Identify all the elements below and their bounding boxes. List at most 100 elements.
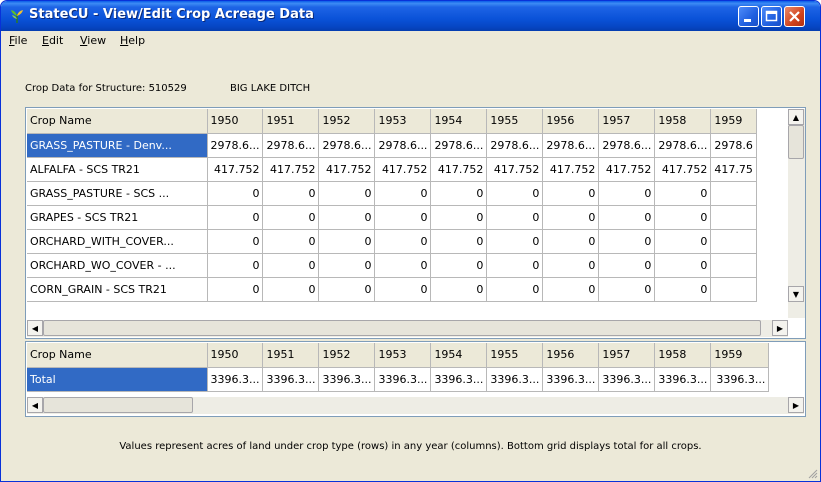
scroll-thumb[interactable] <box>43 397 193 413</box>
scroll-thumb[interactable] <box>43 320 761 336</box>
acreage-cell[interactable]: 0 <box>486 229 544 254</box>
total-horizontal-scrollbar[interactable]: ◀ ▶ <box>27 397 804 414</box>
table-row[interactable]: ALFALFA - SCS TR21 417.752 417.752 417.752 4… <box>27 157 757 182</box>
acreage-cell[interactable]: 0 <box>374 205 432 230</box>
acreage-cell[interactable]: 2978.6... <box>430 133 488 158</box>
title-bar[interactable]: StateCU - View/Edit Crop Acreage Data <box>1 1 820 31</box>
acreage-cell[interactable] <box>710 253 757 278</box>
acreage-cell[interactable] <box>710 229 757 254</box>
total-grid-header-year[interactable]: 1954 <box>430 343 488 368</box>
table-row[interactable]: GRASS_PASTURE - Denv... 2978.6... 2978.6..… <box>27 133 757 158</box>
crop-name-cell[interactable]: ORCHARD_WITH_COVER... <box>27 229 208 254</box>
acreage-cell[interactable]: 2978.6... <box>262 133 320 158</box>
acreage-cell[interactable]: 0 <box>598 181 656 206</box>
table-row[interactable]: CORN_GRAIN - SCS TR21 0 0 0 0 0 0 0 0 0 <box>27 277 757 302</box>
acreage-cell[interactable]: 3396.3... <box>430 367 488 392</box>
acreage-cell[interactable]: 0 <box>654 181 712 206</box>
menu-file[interactable]: File <box>9 34 27 47</box>
acreage-cell[interactable] <box>710 205 757 230</box>
acreage-cell[interactable]: 0 <box>207 229 264 254</box>
acreage-cell[interactable]: 3396.3... <box>654 367 712 392</box>
crop-grid-header-year[interactable]: 1951 <box>262 109 320 134</box>
acreage-cell[interactable]: 0 <box>374 181 432 206</box>
acreage-cell[interactable]: 0 <box>318 229 376 254</box>
resize-grip-icon[interactable] <box>806 467 818 479</box>
acreage-cell[interactable]: 0 <box>654 229 712 254</box>
close-button[interactable] <box>784 6 805 27</box>
crop-name-cell[interactable]: GRASS_PASTURE - SCS ... <box>27 181 208 206</box>
acreage-cell[interactable]: 3396.3... <box>710 367 770 392</box>
acreage-cell[interactable]: 0 <box>207 205 264 230</box>
acreage-cell[interactable]: 2978.6 <box>710 133 757 158</box>
acreage-cell[interactable]: 3396.3... <box>486 367 544 392</box>
acreage-cell[interactable]: 417.752 <box>318 157 376 182</box>
scroll-left-arrow-icon[interactable]: ◀ <box>27 320 43 336</box>
acreage-cell[interactable]: 0 <box>430 229 488 254</box>
crop-name-cell[interactable]: GRASS_PASTURE - Denv... <box>27 133 208 158</box>
crop-grid-header-year[interactable]: 1954 <box>430 109 488 134</box>
acreage-cell[interactable]: 2978.6... <box>486 133 544 158</box>
acreage-cell[interactable]: 417.752 <box>654 157 712 182</box>
acreage-cell[interactable]: 0 <box>486 277 544 302</box>
acreage-cell[interactable]: 417.752 <box>374 157 432 182</box>
acreage-cell[interactable]: 0 <box>207 253 264 278</box>
acreage-cell[interactable]: 3396.3... <box>598 367 656 392</box>
acreage-cell[interactable]: 0 <box>486 181 544 206</box>
total-grid-header-year[interactable]: 1955 <box>486 343 544 368</box>
crop-grid-header-year[interactable]: 1950 <box>207 109 264 134</box>
crop-name-cell[interactable]: ALFALFA - SCS TR21 <box>27 157 208 182</box>
table-row[interactable]: ORCHARD_WO_COVER - ... 0 0 0 0 0 0 0 0 0 <box>27 253 757 278</box>
acreage-cell[interactable]: 417.752 <box>598 157 656 182</box>
crop-grid-header-year[interactable]: 1955 <box>486 109 544 134</box>
acreage-cell[interactable]: 2978.6... <box>374 133 432 158</box>
acreage-cell[interactable]: 3396.3... <box>374 367 432 392</box>
acreage-cell[interactable]: 0 <box>654 253 712 278</box>
acreage-cell[interactable]: 0 <box>318 277 376 302</box>
total-grid-header-year[interactable]: 1959 <box>710 343 770 368</box>
scroll-down-arrow-icon[interactable]: ▼ <box>788 286 804 302</box>
crop-name-cell[interactable]: CORN_GRAIN - SCS TR21 <box>27 277 208 302</box>
acreage-cell[interactable]: 0 <box>318 181 376 206</box>
acreage-cell[interactable] <box>710 277 757 302</box>
total-grid-header-year[interactable]: 1950 <box>207 343 264 368</box>
acreage-cell[interactable]: 0 <box>318 205 376 230</box>
acreage-cell[interactable]: 0 <box>262 181 320 206</box>
acreage-cell[interactable]: 0 <box>262 205 320 230</box>
acreage-cell[interactable]: 0 <box>542 181 600 206</box>
crop-grid-header-year[interactable]: 1957 <box>598 109 656 134</box>
acreage-cell[interactable] <box>710 181 757 206</box>
acreage-cell[interactable]: 0 <box>430 253 488 278</box>
total-grid-header-year[interactable]: 1951 <box>262 343 320 368</box>
total-grid-header-year[interactable]: 1952 <box>318 343 376 368</box>
acreage-cell[interactable]: 0 <box>654 277 712 302</box>
acreage-cell[interactable]: 2978.6... <box>598 133 656 158</box>
acreage-cell[interactable]: 0 <box>262 229 320 254</box>
menu-view[interactable]: View <box>80 34 106 47</box>
acreage-cell[interactable]: 0 <box>542 277 600 302</box>
scroll-thumb[interactable] <box>788 125 804 159</box>
acreage-cell[interactable]: 417.752 <box>486 157 544 182</box>
acreage-cell[interactable]: 2978.6... <box>542 133 600 158</box>
acreage-cell[interactable]: 0 <box>374 253 432 278</box>
acreage-cell[interactable]: 0 <box>374 277 432 302</box>
acreage-cell[interactable]: 0 <box>598 277 656 302</box>
acreage-cell[interactable]: 417.752 <box>207 157 264 182</box>
acreage-cell[interactable]: 2978.6... <box>654 133 712 158</box>
acreage-cell[interactable]: 2978.6... <box>207 133 264 158</box>
acreage-cell[interactable]: 0 <box>542 205 600 230</box>
acreage-cell[interactable]: 3396.3... <box>542 367 600 392</box>
acreage-cell[interactable]: 417.75 <box>710 157 757 182</box>
total-grid-header-year[interactable]: 1956 <box>542 343 600 368</box>
table-row[interactable]: GRASS_PASTURE - SCS ... 0 0 0 0 0 0 0 0 0 <box>27 181 757 206</box>
acreage-cell[interactable]: 3396.3... <box>262 367 320 392</box>
total-grid-header-year[interactable]: 1953 <box>374 343 432 368</box>
acreage-cell[interactable]: 0 <box>430 181 488 206</box>
acreage-cell[interactable]: 0 <box>430 205 488 230</box>
acreage-cell[interactable]: 0 <box>542 253 600 278</box>
table-row[interactable]: ORCHARD_WITH_COVER... 0 0 0 0 0 0 0 0 0 <box>27 229 757 254</box>
scroll-right-arrow-icon[interactable]: ▶ <box>772 320 788 336</box>
acreage-cell[interactable]: 0 <box>486 253 544 278</box>
acreage-cell[interactable]: 3396.3... <box>207 367 264 392</box>
crop-name-cell[interactable]: Total <box>27 367 208 392</box>
acreage-cell[interactable]: 417.752 <box>262 157 320 182</box>
